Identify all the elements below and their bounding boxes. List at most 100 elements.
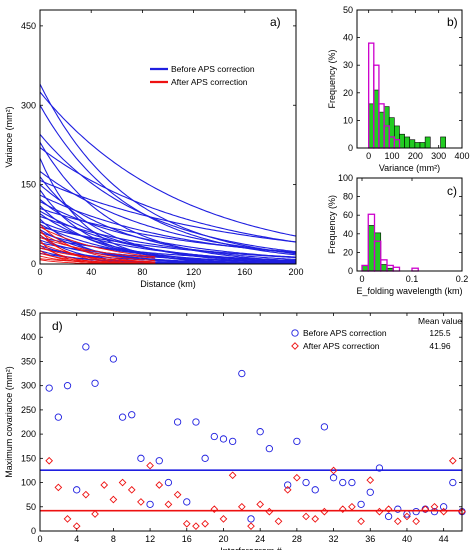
point-before	[384, 512, 393, 521]
histogram-bar-after	[414, 142, 421, 149]
point-before	[201, 454, 209, 462]
point-after	[228, 471, 237, 480]
x-tick-label: 0.2	[456, 274, 469, 284]
plot-frame	[356, 177, 463, 272]
y-tick-label: 450	[21, 21, 36, 31]
x-tick-label: 24	[255, 534, 265, 544]
y-axis-label: Frequency (%)	[327, 49, 337, 108]
point-after	[430, 502, 439, 511]
point-before	[54, 413, 62, 421]
point-before	[302, 478, 310, 487]
point-before	[311, 486, 319, 494]
point-after	[357, 517, 365, 526]
point-before	[412, 507, 420, 516]
histogram-bar-after	[361, 265, 369, 272]
point-before	[219, 435, 228, 443]
point-after	[393, 517, 402, 526]
point-before	[183, 498, 191, 506]
y-tick-label: 100	[338, 173, 353, 183]
point-before	[192, 418, 200, 426]
point-before	[265, 444, 273, 453]
y-tick-label: 450	[21, 308, 36, 318]
before-aps-curve	[40, 184, 296, 260]
after-aps-curve	[40, 258, 156, 264]
point-before	[164, 478, 173, 487]
point-before	[82, 343, 90, 351]
histogram-bar-after	[394, 125, 400, 149]
histogram-bar-after	[383, 106, 390, 149]
x-tick-label: 200	[408, 151, 423, 161]
point-after	[421, 505, 430, 514]
point-before	[229, 437, 237, 446]
x-tick-label: 200	[288, 267, 303, 277]
panel-label: b)	[447, 15, 458, 29]
point-before	[320, 423, 329, 431]
point-after	[338, 505, 347, 514]
before-aps-curve	[40, 170, 296, 254]
point-after	[329, 466, 338, 475]
histogram-bar-after	[373, 89, 380, 149]
point-before	[449, 478, 457, 487]
point-before	[375, 464, 384, 472]
point-after	[45, 456, 54, 465]
y-axis-label: Frequency (%)	[327, 195, 337, 254]
y-tick-label: 250	[21, 405, 36, 415]
point-after	[320, 507, 329, 516]
point-before	[137, 454, 145, 462]
legend-mean-value: 125.5	[429, 328, 451, 338]
y-axis-label: Maximum covariance (mm²)	[4, 366, 14, 478]
point-after	[54, 483, 63, 492]
point-after	[146, 461, 154, 470]
x-tick-label: 8	[111, 534, 116, 544]
point-before	[284, 481, 292, 489]
histogram-bar-after	[424, 136, 431, 149]
point-after	[164, 500, 173, 509]
x-tick-label: 160	[237, 267, 252, 277]
y-tick-label: 40	[343, 33, 353, 43]
panel-label: d)	[52, 319, 63, 333]
point-before	[73, 486, 81, 494]
histogram-bar-after	[368, 103, 375, 149]
point-after	[182, 519, 191, 528]
y-tick-label: 0	[31, 259, 36, 269]
legend-label: After APS correction	[171, 77, 248, 87]
point-after	[118, 478, 127, 487]
after-aps-curve	[40, 231, 156, 262]
point-after	[210, 505, 219, 514]
legend-marker-before	[291, 329, 299, 337]
y-tick-label: 300	[21, 100, 36, 110]
point-before	[366, 488, 374, 496]
legend-mean-value: 41.96	[429, 341, 451, 351]
before-aps-curve	[40, 179, 296, 243]
point-after	[403, 512, 411, 521]
point-after	[348, 502, 356, 511]
point-after	[265, 507, 274, 516]
point-before	[357, 500, 365, 509]
point-before	[45, 384, 53, 392]
point-after	[366, 476, 375, 484]
point-after	[137, 498, 145, 506]
x-axis-label: Distance (km)	[140, 279, 196, 289]
x-tick-label: 400	[454, 151, 469, 161]
after-aps-curve	[40, 234, 156, 264]
point-after	[256, 500, 265, 509]
plot-frame	[39, 9, 297, 265]
point-after	[302, 512, 310, 521]
before-aps-curve	[40, 226, 296, 258]
point-after	[100, 481, 109, 489]
x-tick-label: 0	[366, 151, 371, 161]
panel-label: a)	[270, 15, 281, 29]
y-tick-label: 100	[21, 478, 36, 488]
point-before	[173, 418, 182, 426]
point-before	[329, 474, 338, 482]
point-after	[91, 510, 99, 518]
x-tick-label: 300	[431, 151, 446, 161]
before-aps-curve	[40, 91, 296, 237]
point-after	[375, 507, 384, 516]
plot-frame	[39, 312, 463, 532]
legend-title: Mean value	[418, 316, 462, 326]
before-aps-curve	[40, 236, 296, 261]
y-tick-label: 0	[348, 266, 353, 276]
point-after	[237, 502, 246, 511]
